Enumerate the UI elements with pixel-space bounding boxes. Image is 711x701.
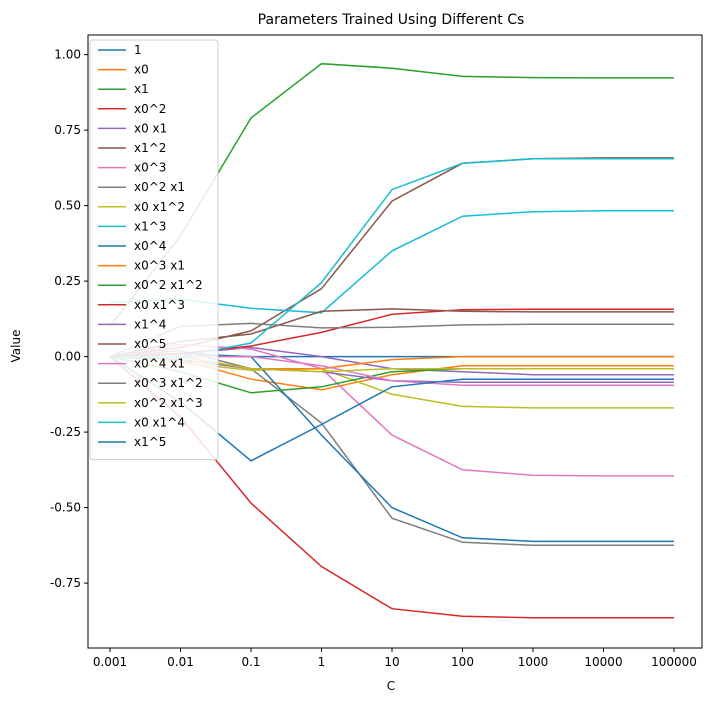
- legend-label-14: x1^4: [134, 317, 166, 331]
- axes-layer: 0.001 0.01 0.1 1 10 100 1000 10000 100000-0.75-0…: [50, 34, 703, 669]
- y-tick-label: 0.00: [54, 350, 81, 364]
- y-tick-label: -0.75: [50, 576, 81, 590]
- legend-label-15: x0^5: [134, 337, 166, 351]
- x-tick-label: 0.01: [167, 655, 194, 669]
- legend: 1 x0 x1 x0^2 x0 x1 x1^2 x0^3 x0^2 x1 x0 x1^2 x1^3…: [89, 39, 219, 461]
- legend-label-1: x0: [134, 63, 149, 77]
- legend-label-16: x0^4 x1: [134, 357, 185, 371]
- x-tick-label: 1000: [518, 655, 549, 669]
- legend-label-12: x0^2 x1^2: [134, 278, 203, 292]
- legend-label-18: x0^2 x1^3: [134, 396, 203, 410]
- x-tick-label: 0.1: [241, 655, 260, 669]
- x-tick-label: 0.001: [93, 655, 127, 669]
- legend-label-13: x0 x1^3: [134, 298, 185, 312]
- y-tick-label: 0.25: [54, 274, 81, 288]
- y-tick-label: -0.50: [50, 501, 81, 515]
- plot-frame: [87, 34, 703, 649]
- x-tick-label: 100: [451, 655, 474, 669]
- x-tick-label: 10000: [584, 655, 622, 669]
- legend-label-2: x1: [134, 82, 149, 96]
- legend-label-4: x0 x1: [134, 121, 167, 135]
- x-tick-label: 100000: [651, 655, 697, 669]
- y-tick-label: 0.75: [54, 123, 81, 137]
- legend-label-10: x0^4: [134, 239, 166, 253]
- legend-label-17: x0^3 x1^2: [134, 376, 203, 390]
- legend-label-9: x1^3: [134, 219, 166, 233]
- legend-label-5: x1^2: [134, 141, 166, 155]
- legend-label-20: x1^5: [134, 435, 166, 449]
- x-tick-label: 1: [318, 655, 326, 669]
- x-tick-label: 10: [384, 655, 399, 669]
- x-axis-label: C: [387, 679, 395, 693]
- y-axis-label: Value: [9, 330, 23, 363]
- legend-label-8: x0 x1^2: [134, 200, 185, 214]
- legend-box: [89, 39, 219, 461]
- y-tick-label: -0.25: [50, 425, 81, 439]
- y-tick-label: 0.50: [54, 199, 81, 213]
- legend-label-19: x0 x1^4: [134, 415, 185, 429]
- legend-label-0: 1: [134, 43, 142, 57]
- legend-label-6: x0^3: [134, 161, 166, 175]
- legend-label-11: x0^3 x1: [134, 259, 185, 273]
- legend-label-7: x0^2 x1: [134, 180, 185, 194]
- legend-label-3: x0^2: [134, 102, 166, 116]
- chart-title: Parameters Trained Using Different Cs: [258, 12, 525, 28]
- y-tick-label: 1.00: [54, 48, 81, 62]
